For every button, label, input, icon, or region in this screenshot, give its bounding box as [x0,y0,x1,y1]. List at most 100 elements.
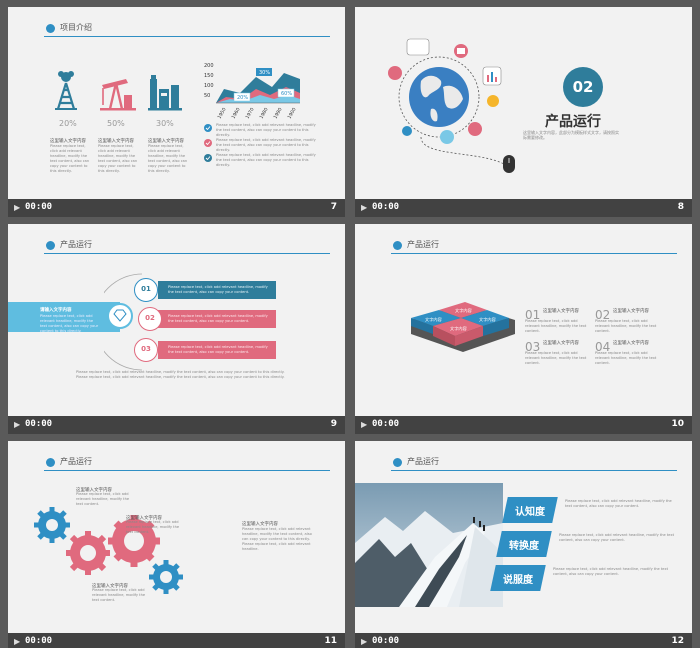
mountain-photo [355,483,503,607]
slide-number: 11 [324,636,337,646]
slide-face: 项目介绍 20% 50% 30% 这里输入文字内容 这里输 [8,7,345,199]
play-icon[interactable]: ▶ [14,203,21,212]
callout-30: 30% [259,70,270,76]
slide-bar: ▶ 00:00 10 [355,416,692,434]
slide-title: 产品运行 [60,457,92,466]
year-label: 1990 [273,107,284,120]
chart-ticks: 200 150 100 50 [204,63,214,99]
callout-20: 20% [237,95,248,101]
footer-text: Please replace text, click add relevant … [76,370,285,379]
check-circle-icon [204,139,212,147]
oil-rig-percent: 20% [59,119,77,128]
slide-7[interactable]: 项目介绍 20% 50% 30% 这里输入文字内容 这里输 [8,7,345,217]
slide-title: 产品运行 [60,240,92,249]
play-icon[interactable]: ▶ [14,420,21,429]
tag-persuasion-label: 说服度 [503,575,533,586]
slide-face: 产品运行 [8,441,345,633]
slide-time: 00:00 [372,636,400,646]
slide-number: 9 [330,419,337,429]
year-label: 1970 [245,107,256,120]
refinery-percent: 30% [156,119,174,128]
item-01: 01 这里输入文字内容 Please replace text, click a… [525,308,587,333]
slide-face: 产品运行 认知度 转换度 说服度 Please replace text, cl… [355,441,692,633]
gear-text-1: Please replace text, click add relevant … [76,492,130,506]
gear-text-4: Please replace text, click add relevant … [92,588,146,602]
step-circle-2: 02 [138,307,162,331]
item-03: 03 这里输入文字内容 Please replace text, click a… [525,340,587,365]
slide-face: 产品运行 文字内容 文字内容 文字内容 文字内容 01 这里输入文字内容 Ple… [355,224,692,416]
tag-desc-1: Please replace text, click add relevant … [565,499,672,508]
play-icon[interactable]: ▶ [14,637,21,646]
step-text-1: Please replace text, click add relevant … [168,285,268,294]
slide-title: 产品运行 [407,240,439,249]
step-bar-1 [158,281,276,299]
check-circle-icon [204,124,212,132]
step-circle-3: 03 [134,338,158,362]
slide-10[interactable]: 产品运行 文字内容 文字内容 文字内容 文字内容 01 这里输入文字内容 Ple… [355,224,692,434]
slide-face: 产品运行 请输入文字内容 Please replace text, click … [8,224,345,416]
cube-label: 文字内容 [450,325,467,332]
header-line [391,470,677,471]
gear-label-4: 这里输入文字内容 [92,584,128,589]
slide-face: 02 产品运行 这里输入文字内容，此部分为模板样式文字，请按照实际需要修改。 [355,7,692,199]
step-text-2: Please replace text, click add relevant … [168,314,268,323]
slide-bar: ▶ 00:00 11 [8,633,345,648]
gear-text-2: Please replace text, click add relevant … [126,520,180,534]
slide-number: 10 [671,419,684,429]
year-label: 1950 [217,107,228,120]
header-dot [46,458,55,467]
play-icon[interactable]: ▶ [361,420,368,429]
banner-title: 请输入文字内容 [40,308,72,313]
section-title: 产品运行 [545,114,601,130]
header-line [44,470,330,471]
slide-number: 7 [330,202,337,212]
slide-bar: ▶ 00:00 12 [355,633,692,648]
year-label: 1980 [259,107,270,120]
slide-number: 12 [671,636,684,646]
header-dot [46,24,55,33]
header-dot [393,241,402,250]
item-04: 04 这里输入文字内容 Please replace text, click a… [595,340,657,365]
slide-title: 产品运行 [407,457,439,466]
step-bar-3 [158,341,276,359]
tick-label: 100 [204,83,214,89]
header-line [391,253,677,254]
callout-60: 60% [281,91,292,97]
play-icon[interactable]: ▶ [361,203,368,212]
slide-time: 00:00 [25,419,53,429]
header-dot [46,241,55,250]
oil-rig-icon [55,71,77,110]
slide-time: 00:00 [372,419,400,429]
refinery-icon [148,75,182,111]
header-line [44,253,330,254]
section-badge: 02 [563,67,603,107]
item-02: 02 这里输入文字内容 Please replace text, click a… [595,308,657,333]
left-banner [8,302,120,332]
slide-time: 00:00 [25,636,53,646]
check-circle-icon [204,154,212,162]
section-subtitle: 这里输入文字内容，此部分为模板样式文字，请按照实际需要修改。 [523,130,619,140]
header-dot [393,458,402,467]
caption-body-3: Please replace text, click add relevant … [148,144,188,173]
slide-9[interactable]: 产品运行 请输入文字内容 Please replace text, click … [8,224,345,434]
slide-8[interactable]: 02 产品运行 这里输入文字内容，此部分为模板样式文字，请按照实际需要修改。 ▶… [355,7,692,217]
slide-12[interactable]: 产品运行 认知度 转换度 说服度 Please replace text, cl… [355,441,692,648]
gear-label-3: 这里输入文字内容 [242,522,278,527]
diamond-connector [104,273,143,371]
step-bar-2 [158,310,276,328]
year-label: 1960 [231,107,242,120]
slide-bar: ▶ 00:00 9 [8,416,345,434]
caption-3: 这里输入文字内容 [148,139,184,144]
tick-label: 200 [204,63,214,69]
tick-label: 50 [204,93,210,99]
slide-time: 00:00 [372,202,400,212]
header-line [44,36,330,37]
tag-desc-2: Please replace text, click add relevant … [559,533,674,542]
slide-11[interactable]: 产品运行 [8,441,345,648]
slide-time: 00:00 [25,202,53,212]
slide-title: 项目介绍 [60,23,92,32]
play-icon[interactable]: ▶ [361,637,368,646]
gear-label-1: 这里输入文字内容 [76,488,112,493]
tag-awareness-label: 认知度 [515,507,545,518]
caption-2: 这里输入文字内容 [98,139,134,144]
